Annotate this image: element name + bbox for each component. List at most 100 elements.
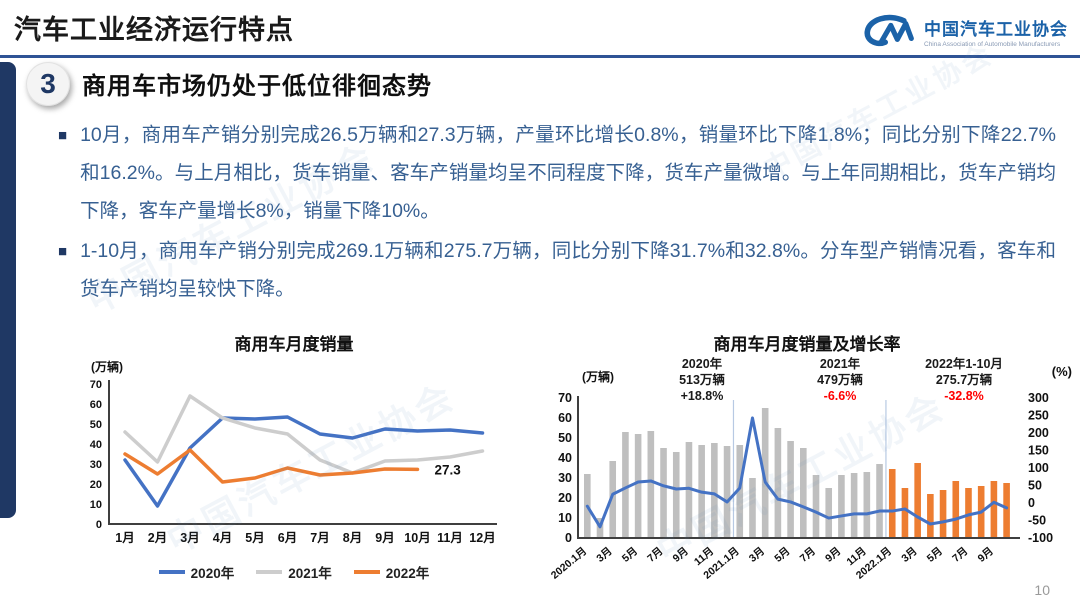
combo-chart-canvas: 0 10 20 30 40 50 60 70 300 250 200 150 100 50 0 -50 -100…	[549, 391, 1053, 582]
annotation-volume: 513万辆	[679, 373, 725, 387]
bullet-list: ■ 10月，商用车产销分别完成26.5万辆和27.3万辆，产量环比增长0.8%，…	[58, 116, 1056, 310]
monthly-sales-line-chart: 商用车月度销量 (万辆) 0 10 20 30 40 50 60 70 1月 2月 3月 4月 5月 6月…	[85, 330, 503, 598]
svg-text:20: 20	[558, 491, 572, 505]
caam-logo-icon	[864, 14, 914, 47]
svg-text:300: 300	[1028, 391, 1049, 405]
bar	[660, 448, 667, 538]
left-axis-unit-label: (万辆)	[582, 370, 614, 384]
monthly-sales-growth-combo-chart: 商用车月度销量及增长率 (万辆) (%) 2020年 513万辆 +18.8% …	[540, 330, 1074, 602]
svg-text:3月: 3月	[899, 545, 919, 565]
section-heading: 商用车市场仍处于低位徘徊态势	[82, 73, 432, 100]
bar	[711, 443, 718, 538]
svg-text:0: 0	[96, 519, 102, 531]
bullet-marker-icon: ■	[58, 243, 68, 260]
svg-text:60: 60	[558, 411, 572, 425]
series-2021年	[123, 394, 485, 475]
svg-text:7月: 7月	[950, 545, 970, 565]
svg-text:0: 0	[565, 531, 572, 545]
page-number: 10	[1034, 582, 1050, 598]
svg-text:5月: 5月	[772, 545, 792, 565]
svg-text:2月: 2月	[148, 531, 167, 545]
legend-swatch	[353, 570, 380, 574]
bar	[825, 488, 833, 538]
legend-item-2022年: 2022年	[353, 562, 429, 582]
svg-text:9月: 9月	[976, 545, 996, 565]
svg-text:3月: 3月	[747, 545, 767, 565]
svg-text:50: 50	[1028, 479, 1042, 493]
svg-text:7月: 7月	[310, 531, 329, 545]
legend-swatch	[158, 570, 185, 574]
title-divider	[0, 55, 1080, 58]
svg-text:5月: 5月	[245, 531, 264, 545]
annotation-volume: 275.7万辆	[935, 373, 993, 387]
svg-text:11月: 11月	[437, 531, 463, 545]
section-number-badge: 3	[26, 62, 70, 106]
svg-text:5月: 5月	[620, 545, 640, 565]
annotation-volume: 479万辆	[817, 373, 863, 387]
svg-text:40: 40	[90, 439, 102, 451]
bar	[672, 452, 680, 538]
bar	[647, 431, 655, 538]
annotation-year: 2022年1-10月	[925, 357, 1003, 371]
bullet-marker-icon: ■	[58, 127, 68, 144]
logo-org-name: 中国汽车工业协会	[924, 19, 1068, 39]
series-2022年	[123, 448, 420, 484]
legend-swatch	[256, 570, 283, 574]
svg-text:6月: 6月	[278, 531, 297, 545]
bar	[927, 494, 934, 538]
svg-text:-50: -50	[1028, 514, 1046, 528]
bar	[838, 475, 845, 538]
logo: 中国汽车工业协会 China Association of Automobile…	[860, 12, 1068, 50]
svg-text:10月: 10月	[404, 531, 430, 545]
annotation-2020: 2020年 513万辆 +18.8%	[632, 356, 772, 404]
svg-text:70: 70	[558, 391, 572, 405]
annotation-year: 2021年	[819, 357, 861, 371]
bar	[876, 464, 883, 538]
axes	[577, 396, 1020, 539]
bar	[787, 441, 794, 538]
chart-title: 商用车月度销量	[234, 335, 354, 354]
bar	[939, 490, 947, 538]
logo-text: 中国汽车工业协会 China Association of Automobile…	[924, 15, 1068, 48]
svg-text:150: 150	[1028, 444, 1049, 458]
chart-legend: 2020年 2021年 2022年	[85, 562, 503, 582]
bar	[609, 461, 617, 538]
svg-text:2020.1月: 2020.1月	[549, 545, 589, 582]
svg-text:3月: 3月	[594, 545, 614, 565]
chart-title: 商用车月度销量及增长率	[713, 335, 901, 354]
bar	[965, 488, 972, 538]
logo-org-name-en: China Association of Automobile Manufact…	[924, 40, 1061, 48]
bar	[634, 434, 642, 538]
svg-text:100: 100	[1028, 461, 1049, 475]
annotation-growth: +18.8%	[680, 389, 724, 403]
annotation-growth: -32.8%	[944, 389, 984, 403]
bar	[761, 408, 769, 538]
svg-text:8月: 8月	[343, 531, 362, 545]
bar	[952, 481, 960, 538]
bar	[1003, 483, 1010, 538]
svg-text:9月: 9月	[375, 531, 394, 545]
page-title: 汽车工业经济运行特点	[14, 15, 294, 45]
svg-text:50: 50	[558, 431, 572, 445]
svg-text:70: 70	[90, 379, 102, 391]
svg-text:9月: 9月	[671, 545, 691, 565]
bar	[749, 478, 756, 538]
svg-text:-100: -100	[1028, 531, 1053, 545]
legend-item-2021年: 2021年	[256, 562, 332, 582]
bar	[850, 473, 858, 538]
line-chart-canvas: 0 10 20 30 40 50 60 70 1月 2月 3月 4月 5月 6月 7月 8月 9月 10月 11月 1…	[90, 379, 497, 545]
bar	[812, 475, 820, 538]
svg-text:7月: 7月	[645, 545, 665, 565]
bar	[863, 472, 871, 538]
annotation-2022: 2022年1-10月 275.7万辆 -32.8%	[894, 356, 1034, 404]
bullet-item: ■ 1-10月，商用车产销分别完成269.1万辆和275.7万辆，同比分别下降3…	[58, 232, 1056, 308]
bar	[723, 446, 731, 538]
bar	[990, 481, 998, 538]
svg-text:30: 30	[558, 471, 572, 485]
annotation-year: 2020年	[681, 357, 723, 371]
bullet-text: 1-10月，商用车产销分别完成269.1万辆和275.7万辆，同比分别下降31.…	[80, 240, 1056, 300]
svg-text:1月: 1月	[115, 531, 134, 545]
svg-text:30: 30	[90, 459, 102, 471]
data-label: 27.3	[435, 462, 462, 477]
